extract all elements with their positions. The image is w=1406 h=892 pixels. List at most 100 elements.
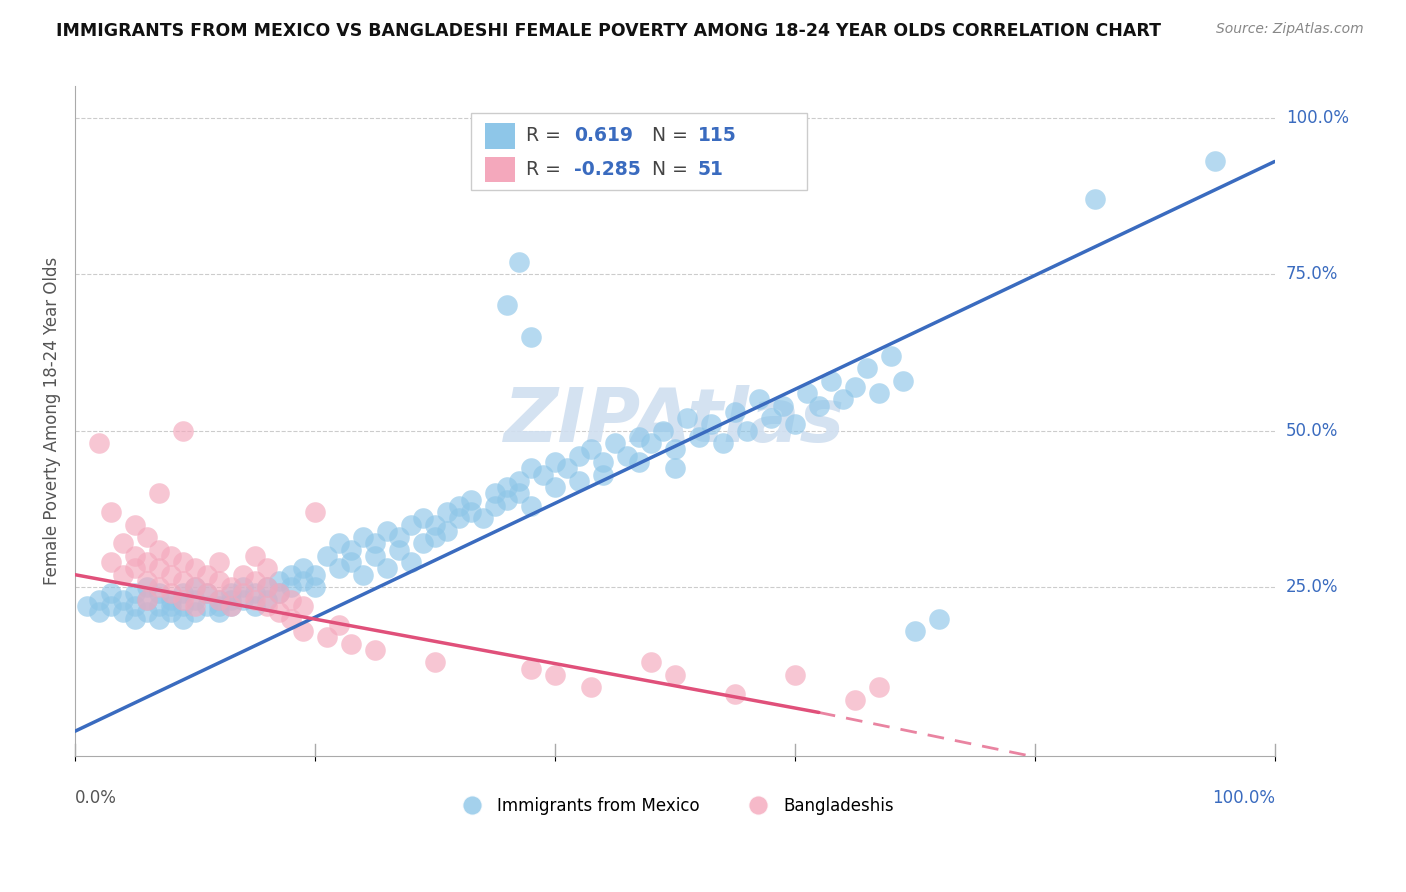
Point xyxy=(136,574,159,588)
Point xyxy=(76,599,98,613)
Point xyxy=(436,505,458,519)
Point xyxy=(172,424,194,438)
Point xyxy=(375,524,398,538)
Point xyxy=(136,592,159,607)
Point xyxy=(195,586,218,600)
Point xyxy=(724,405,747,419)
Point xyxy=(243,586,266,600)
Point xyxy=(627,455,650,469)
Point xyxy=(160,586,183,600)
Point xyxy=(304,580,326,594)
Point xyxy=(399,517,422,532)
Point xyxy=(124,549,146,563)
Point xyxy=(291,561,314,575)
Point xyxy=(352,530,374,544)
Point xyxy=(184,580,207,594)
Point xyxy=(856,361,879,376)
Point xyxy=(195,567,218,582)
Point xyxy=(160,567,183,582)
Point xyxy=(328,561,350,575)
Point xyxy=(136,580,159,594)
Legend: Immigrants from Mexico, Bangladeshis: Immigrants from Mexico, Bangladeshis xyxy=(449,790,901,822)
Point xyxy=(340,555,363,569)
Point xyxy=(136,530,159,544)
Point xyxy=(243,599,266,613)
Point xyxy=(111,605,134,619)
Point xyxy=(579,681,602,695)
Point xyxy=(508,474,530,488)
Point xyxy=(700,417,723,432)
Point xyxy=(651,424,673,438)
Point xyxy=(388,530,411,544)
Point xyxy=(471,511,494,525)
Point xyxy=(111,592,134,607)
Point xyxy=(87,436,110,450)
Point xyxy=(904,624,927,638)
Point xyxy=(508,254,530,268)
Point xyxy=(627,430,650,444)
Point xyxy=(603,436,626,450)
Point xyxy=(267,586,290,600)
Point xyxy=(160,605,183,619)
Point xyxy=(304,505,326,519)
Point xyxy=(436,524,458,538)
Point xyxy=(592,467,614,482)
Point xyxy=(195,599,218,613)
Point xyxy=(208,599,231,613)
Point xyxy=(844,380,866,394)
Point xyxy=(664,668,686,682)
Point xyxy=(544,480,567,494)
Point xyxy=(711,436,734,450)
Point xyxy=(208,592,231,607)
Point xyxy=(352,567,374,582)
Text: IMMIGRANTS FROM MEXICO VS BANGLADESHI FEMALE POVERTY AMONG 18-24 YEAR OLDS CORRE: IMMIGRANTS FROM MEXICO VS BANGLADESHI FE… xyxy=(56,22,1161,40)
Point xyxy=(592,455,614,469)
Point xyxy=(111,567,134,582)
Point xyxy=(291,624,314,638)
Point xyxy=(484,499,506,513)
Point xyxy=(520,499,543,513)
Text: N =: N = xyxy=(652,160,695,179)
Point xyxy=(208,592,231,607)
Text: 25.0%: 25.0% xyxy=(1286,578,1339,596)
Point xyxy=(316,630,339,644)
Point xyxy=(496,480,519,494)
Point xyxy=(100,505,122,519)
Point xyxy=(568,474,591,488)
Point xyxy=(243,592,266,607)
Point xyxy=(664,461,686,475)
Point xyxy=(219,599,242,613)
Point xyxy=(664,442,686,457)
Point xyxy=(508,486,530,500)
Point xyxy=(423,517,446,532)
Text: 0.619: 0.619 xyxy=(574,127,633,145)
Point xyxy=(772,399,794,413)
Point xyxy=(676,411,699,425)
Text: 100.0%: 100.0% xyxy=(1212,789,1275,807)
FancyBboxPatch shape xyxy=(485,157,515,182)
Point xyxy=(160,592,183,607)
Point xyxy=(256,561,278,575)
Point xyxy=(232,592,254,607)
Point xyxy=(124,561,146,575)
Point xyxy=(136,555,159,569)
Point xyxy=(184,605,207,619)
Point xyxy=(124,611,146,625)
Point xyxy=(880,349,903,363)
Point xyxy=(208,574,231,588)
Point xyxy=(148,611,170,625)
Point xyxy=(1204,154,1226,169)
Point xyxy=(364,549,387,563)
Point xyxy=(148,599,170,613)
Point xyxy=(316,549,339,563)
Point xyxy=(124,517,146,532)
Point xyxy=(759,411,782,425)
Point xyxy=(208,605,231,619)
Point xyxy=(267,605,290,619)
Point xyxy=(208,555,231,569)
Point xyxy=(724,687,747,701)
Point xyxy=(172,592,194,607)
Point xyxy=(280,580,302,594)
Text: 115: 115 xyxy=(697,127,737,145)
Point xyxy=(267,586,290,600)
